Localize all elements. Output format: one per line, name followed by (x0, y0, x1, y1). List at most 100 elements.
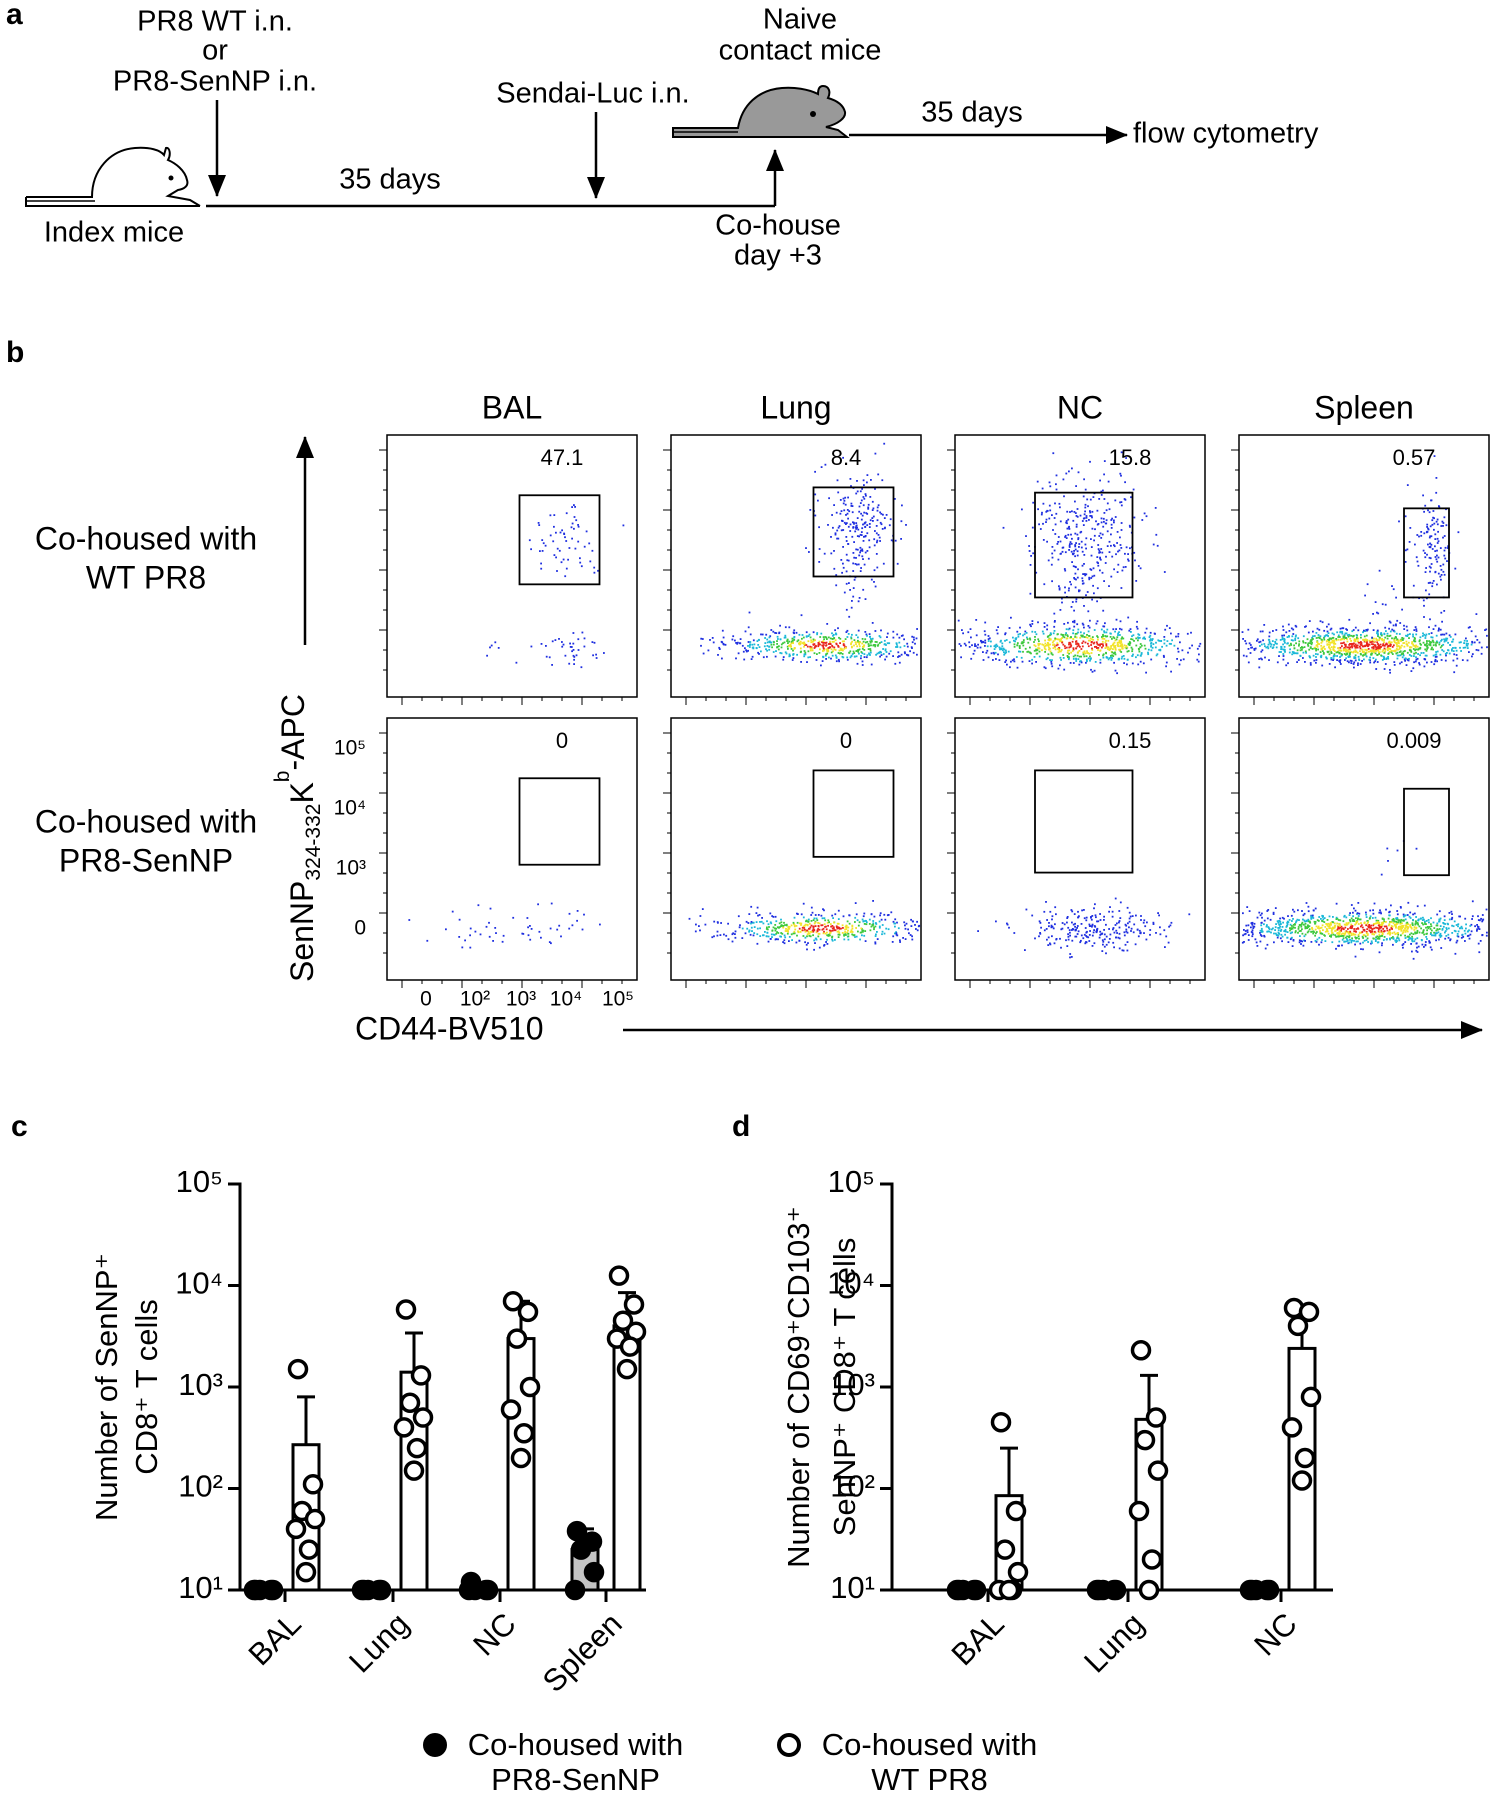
panel-letter: d (732, 1110, 750, 1143)
event-dot (1352, 915, 1354, 918)
event-dot (999, 648, 1001, 651)
event-dot (906, 645, 909, 648)
event-dot (884, 649, 887, 652)
event-dot (1455, 924, 1458, 926)
event-dot (1292, 926, 1295, 928)
event-dot (1080, 939, 1082, 942)
event-dot (1428, 565, 1431, 568)
event-dot (1373, 661, 1375, 664)
event-dot (850, 505, 853, 507)
event-dot (1300, 925, 1303, 928)
event-dot (873, 928, 875, 931)
event-dot (847, 935, 850, 938)
event-dot (1259, 934, 1262, 936)
event-dot (1140, 644, 1143, 647)
event-dot (1283, 930, 1286, 933)
event-dot (1102, 644, 1104, 647)
event-dot (1089, 925, 1092, 927)
event-dot (1114, 669, 1117, 672)
event-dot (831, 640, 834, 643)
event-dot (583, 913, 585, 916)
event-dot (1068, 649, 1071, 652)
event-dot (1071, 939, 1074, 942)
event-dot (859, 490, 862, 493)
event-dot (1077, 644, 1080, 647)
event-dot (756, 942, 759, 945)
event-dot (1340, 654, 1343, 657)
event-dot (1411, 924, 1414, 926)
event-dot (555, 531, 557, 534)
event-dot (806, 933, 809, 936)
event-dot (1139, 643, 1142, 645)
event-dot (1102, 517, 1105, 520)
event-dot (800, 913, 803, 916)
event-dot (1259, 645, 1261, 647)
event-dot (841, 640, 844, 643)
event-dot (1278, 651, 1281, 653)
event-dot (1325, 928, 1328, 930)
event-dot (1366, 629, 1368, 632)
event-dot (1406, 914, 1409, 916)
event-dot (745, 920, 748, 923)
event-dot (1314, 907, 1317, 910)
event-dot (874, 452, 877, 455)
event-dot (861, 488, 863, 490)
event-dot (1429, 933, 1432, 935)
event-dot (1353, 930, 1356, 933)
event-dot (1402, 919, 1405, 922)
event-dot (1043, 666, 1046, 669)
event-dot (1375, 637, 1378, 640)
event-dot (779, 935, 782, 938)
event-dot (1353, 657, 1356, 659)
event-dot (1428, 556, 1431, 559)
event-dot (1065, 637, 1068, 640)
event-dot (1430, 923, 1432, 926)
event-dot (568, 912, 571, 915)
event-dot (1013, 660, 1016, 663)
event-dot (1127, 559, 1130, 562)
event-dot (1316, 653, 1319, 656)
event-dot (1319, 931, 1322, 934)
event-dot (845, 570, 848, 573)
event-dot (1377, 633, 1379, 636)
event-dot (841, 648, 843, 650)
event-dot (787, 648, 789, 650)
event-dot (1296, 661, 1298, 663)
event-dot (1327, 925, 1330, 928)
event-dot (1274, 929, 1276, 931)
event-dot (807, 650, 810, 653)
event-dot (774, 632, 776, 634)
event-dot (688, 917, 691, 920)
event-dot (1274, 642, 1277, 645)
event-dot (842, 649, 844, 652)
event-dot (1394, 649, 1396, 652)
event-dot (1089, 515, 1092, 517)
event-dot (1434, 934, 1437, 937)
event-dot (1069, 934, 1071, 937)
event-dot (894, 539, 897, 542)
event-dot (1057, 638, 1059, 641)
event-dot (1456, 933, 1459, 935)
event-dot (1077, 930, 1080, 933)
event-dot (1296, 649, 1299, 652)
event-dot (1373, 650, 1375, 653)
event-dot (1281, 648, 1283, 651)
event-dot (1050, 563, 1053, 566)
event-dot (1133, 551, 1136, 554)
event-dot (861, 527, 864, 530)
event-dot (1392, 588, 1395, 591)
event-dot (1305, 902, 1308, 904)
event-dot (851, 511, 854, 514)
event-dot (1307, 643, 1309, 646)
event-dot (1406, 651, 1409, 654)
event-dot (408, 919, 411, 921)
event-dot (841, 932, 844, 934)
event-dot (1275, 638, 1278, 641)
event-dot (1372, 912, 1375, 915)
event-dot (1307, 926, 1310, 928)
gate (1034, 769, 1134, 874)
event-dot (1057, 667, 1060, 670)
event-dot (1117, 563, 1120, 566)
event-dot (1076, 550, 1079, 553)
event-dot (1401, 932, 1404, 935)
